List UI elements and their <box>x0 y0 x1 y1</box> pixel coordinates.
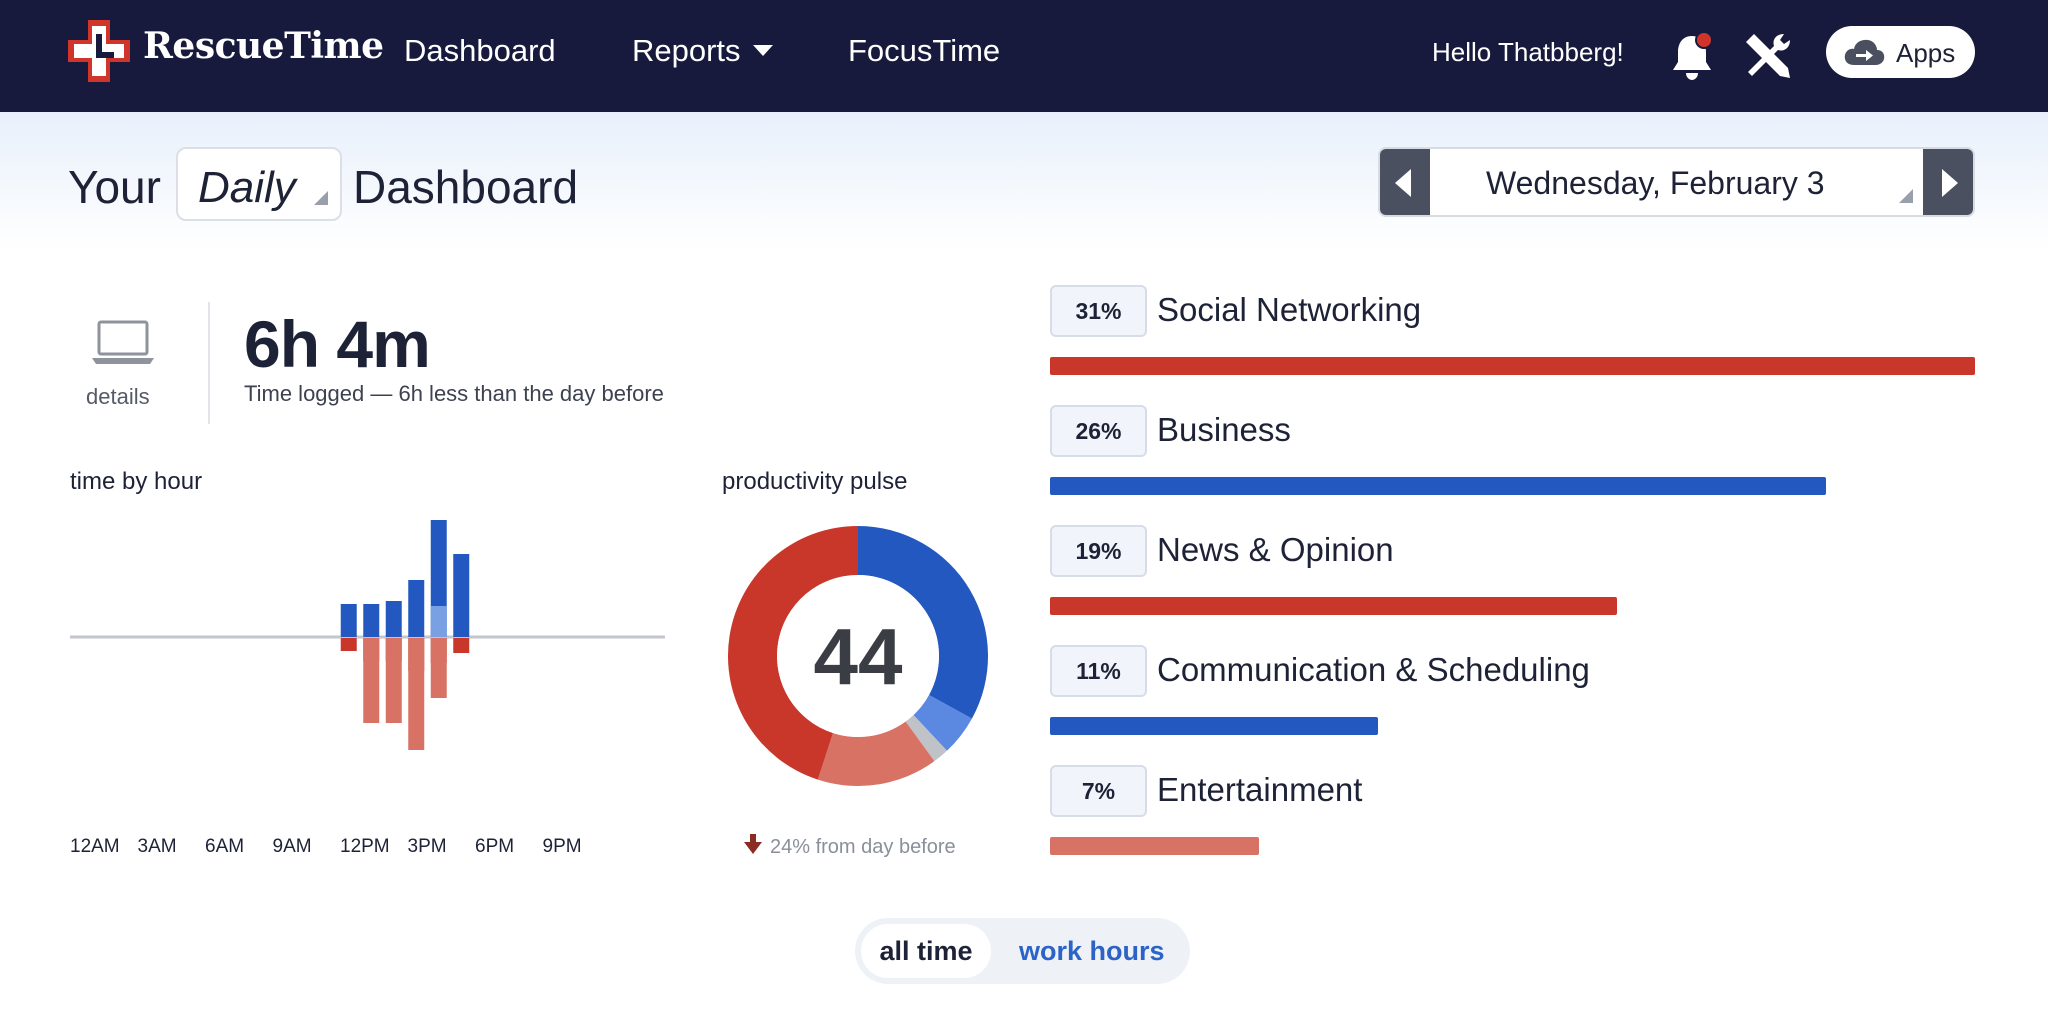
hour-tick-label: 12PM <box>340 836 390 857</box>
page-title-prefix: Your <box>68 161 161 213</box>
hour-tick-label: 12AM <box>70 836 120 857</box>
pulse-slice[interactable] <box>905 715 947 762</box>
arrow-down-icon <box>744 834 762 854</box>
rescuetime-logo-icon[interactable] <box>68 20 130 82</box>
nav-focustime[interactable]: FocusTime <box>848 33 1001 68</box>
category-name[interactable]: Communication & Scheduling <box>1157 651 1590 688</box>
pulse-slice[interactable] <box>858 526 988 719</box>
total-time-logged: 6h 4m <box>244 307 431 381</box>
pulse-change-text: 24% from day before <box>770 836 956 858</box>
category-percent: 11% <box>1050 645 1147 697</box>
category-percent: 31% <box>1050 285 1147 337</box>
pulse-slice[interactable] <box>817 721 935 786</box>
hour-tick-label: 9AM <box>272 836 312 857</box>
apps-label: Apps <box>1896 38 1956 68</box>
hour-bar[interactable] <box>408 638 425 750</box>
hour-bar[interactable] <box>340 638 357 651</box>
laptop-icon <box>92 320 154 364</box>
category-bar <box>1050 477 1826 495</box>
hour-bar[interactable] <box>385 601 402 637</box>
category-row[interactable]: 7% Entertainment <box>1050 765 1975 865</box>
cloud-upload-icon <box>1844 39 1885 65</box>
hour-tick-label: 3PM <box>407 836 447 857</box>
category-percent: 19% <box>1050 525 1147 577</box>
next-day-button[interactable] <box>1923 149 1973 215</box>
hour-bar[interactable] <box>430 606 447 637</box>
pulse-slice[interactable] <box>728 526 858 780</box>
category-name[interactable]: Business <box>1157 411 1291 448</box>
time-by-hour-label: time by hour <box>70 468 203 495</box>
page-title-suffix: Dashboard <box>353 161 579 213</box>
category-name[interactable]: Social Networking <box>1157 291 1422 328</box>
hour-bar[interactable] <box>363 638 380 723</box>
category-percent: 7% <box>1050 765 1147 817</box>
pulse-score: 44 <box>814 612 903 701</box>
bell-icon[interactable] <box>1668 30 1716 82</box>
summary-divider <box>208 302 210 424</box>
all-time-option[interactable]: all time <box>861 924 991 978</box>
nav-dashboard[interactable]: Dashboard <box>404 33 556 68</box>
period-select-value: Daily <box>198 163 296 212</box>
category-bar <box>1050 357 1975 375</box>
nav-reports-label: Reports <box>632 33 741 68</box>
category-bar <box>1050 597 1617 615</box>
productivity-pulse-donut[interactable]: 44 <box>722 520 994 792</box>
category-row[interactable]: 11% Communication & Scheduling <box>1050 645 1975 745</box>
top-navbar: RescueTime Dashboard Reports FocusTime H… <box>0 0 2048 112</box>
hour-bar[interactable] <box>340 604 357 637</box>
dropdown-corner-icon <box>314 191 328 205</box>
category-percent: 26% <box>1050 405 1147 457</box>
previous-day-button[interactable] <box>1380 149 1430 215</box>
hour-bar[interactable] <box>408 580 425 637</box>
dropdown-corner-icon <box>1899 189 1913 203</box>
hour-bar[interactable] <box>430 638 447 698</box>
period-select[interactable]: Daily <box>176 147 342 221</box>
pulse-center <box>777 575 939 737</box>
productivity-pulse-label: productivity pulse <box>722 468 908 495</box>
category-name[interactable]: Entertainment <box>1157 771 1363 808</box>
category-row[interactable]: 26% Business <box>1050 405 1975 505</box>
apps-button[interactable]: Apps <box>1826 26 1975 78</box>
hour-tick-label: 9PM <box>542 836 582 857</box>
category-row[interactable]: 31% Social Networking <box>1050 285 1975 385</box>
user-greeting[interactable]: Hello Thatbberg! <box>1432 37 1624 67</box>
time-by-hour-chart[interactable] <box>60 500 670 800</box>
hour-bar[interactable] <box>453 638 470 653</box>
brand-name[interactable]: RescueTime <box>143 25 384 67</box>
hour-tick-label: 6AM <box>205 836 245 857</box>
details-label: details <box>86 384 150 409</box>
hour-bar[interactable] <box>363 604 380 637</box>
details-link[interactable]: details <box>78 318 168 418</box>
nav-reports[interactable]: Reports <box>632 33 773 69</box>
category-bar <box>1050 837 1259 855</box>
chevron-down-icon <box>752 45 773 57</box>
hour-bar[interactable] <box>385 638 402 723</box>
work-hours-option[interactable]: work hours <box>1019 936 1165 966</box>
time-logged-note: Time logged — 6h less than the day befor… <box>244 381 664 406</box>
hours-filter-toggle: all time work hours <box>855 918 1190 984</box>
date-navigator: Wednesday, February 3 <box>1378 147 1975 217</box>
category-name[interactable]: News & Opinion <box>1157 531 1394 568</box>
category-bar <box>1050 717 1379 735</box>
date-select[interactable]: Wednesday, February 3 <box>1486 165 1825 201</box>
pulse-slice[interactable] <box>913 695 972 751</box>
category-row[interactable]: 19% News & Opinion <box>1050 525 1975 625</box>
pulse-change: 24% from day before <box>744 834 956 859</box>
tools-icon[interactable] <box>1742 30 1794 82</box>
hour-bar[interactable] <box>453 554 470 637</box>
hour-tick-label: 3AM <box>137 836 177 857</box>
hour-tick-label: 6PM <box>475 836 515 857</box>
